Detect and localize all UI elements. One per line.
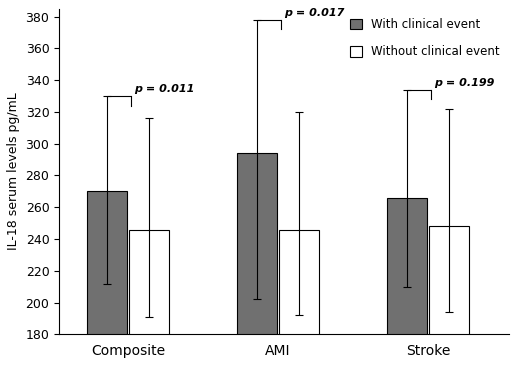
Y-axis label: IL-18 serum levels pg/mL: IL-18 serum levels pg/mL <box>7 93 20 250</box>
Bar <box>129 230 169 334</box>
Text: p = 0.199: p = 0.199 <box>434 78 495 88</box>
Text: p = 0.011: p = 0.011 <box>134 84 195 95</box>
Text: p = 0.017: p = 0.017 <box>284 8 345 18</box>
Legend: With clinical event, Without clinical event: With clinical event, Without clinical ev… <box>346 15 503 62</box>
Bar <box>279 230 319 334</box>
Bar <box>87 191 126 334</box>
Bar <box>386 198 427 334</box>
Bar <box>236 153 277 334</box>
Bar <box>429 226 469 334</box>
